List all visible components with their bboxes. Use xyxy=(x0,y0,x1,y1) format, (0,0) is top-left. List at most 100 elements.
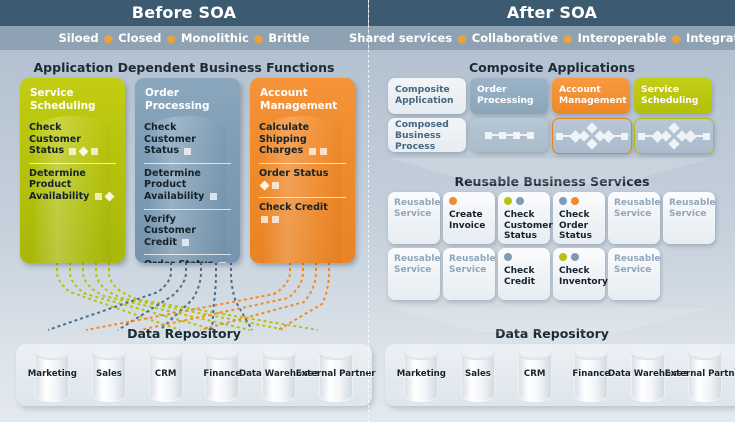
database-marketing[interactable]: Marketing xyxy=(396,348,446,402)
tagline-word: Monolithic xyxy=(181,31,249,45)
database-label: Marketing xyxy=(396,369,446,380)
right-repository-title: Data Repository xyxy=(495,326,609,341)
database-external-partner[interactable]: External Partner xyxy=(665,348,735,402)
reusable-service-placeholder[interactable]: Reusable Service xyxy=(608,192,661,244)
service-create-invoice[interactable]: Create Invoice xyxy=(443,192,495,244)
database-icon xyxy=(35,348,70,402)
database-label: Sales xyxy=(465,369,491,380)
composite-app-account-management[interactable]: Account Management xyxy=(552,78,630,114)
tagline-word: Interoperable xyxy=(577,31,667,45)
database-icon xyxy=(261,348,296,402)
after-soa-titlebar: After SOA xyxy=(369,0,735,26)
reusable-service-placeholder[interactable]: Reusable Service xyxy=(388,192,441,244)
composite-row-label-process: Composed Business Process xyxy=(388,118,466,152)
process-flow-account-management[interactable] xyxy=(552,118,632,154)
service-label: Reusable Service xyxy=(394,198,441,219)
composite-app-order-processing[interactable]: Order Processing xyxy=(470,78,548,114)
app-function-item[interactable]: Calculate Shipping Charges xyxy=(259,118,346,163)
database-label: Data Warehouse xyxy=(607,369,688,380)
function-glyphs xyxy=(208,192,219,204)
composite-app-service-scheduling[interactable]: Service Scheduling xyxy=(634,78,712,114)
service-check-order-status[interactable]: Check Order Status xyxy=(553,192,605,244)
service-label: Check Credit xyxy=(504,266,535,287)
service-consumer-dots xyxy=(559,253,579,261)
database-icon xyxy=(148,348,183,402)
service-label: Reusable Service xyxy=(669,198,716,219)
app-card-order-processing[interactable]: Order Processing Check Customer Status D… xyxy=(135,78,240,263)
composite-applications-title: Composite Applications xyxy=(468,60,636,75)
reusable-service-placeholder[interactable]: Reusable Service xyxy=(388,248,441,300)
function-label: Order Status xyxy=(259,167,329,179)
app-function-item[interactable]: Determine Product Availability xyxy=(29,162,116,209)
database-crm[interactable]: CRM xyxy=(513,348,557,402)
service-check-customer-status[interactable]: Check Customer Status xyxy=(498,192,553,244)
composite-row-label-application: Composite Application xyxy=(388,78,466,114)
app-function-item[interactable]: Determine Product Availability xyxy=(144,162,231,209)
database-finance[interactable]: Finance xyxy=(569,348,613,402)
function-label: Order Status xyxy=(144,259,213,263)
before-soa-title: Before SOA xyxy=(131,3,237,22)
process-flow-service-scheduling[interactable] xyxy=(634,118,714,154)
database-sales[interactable]: Sales xyxy=(456,348,500,402)
database-icon xyxy=(687,348,722,402)
function-label: Check Customer Status xyxy=(144,122,196,157)
reusable-service-placeholder[interactable]: Reusable Service xyxy=(663,192,716,244)
flow-linear-icon xyxy=(484,131,534,139)
tagline-word: Shared services xyxy=(348,31,453,45)
function-glyphs xyxy=(180,238,191,250)
app-function-item[interactable]: Order Status xyxy=(144,254,231,263)
tagline-word: Integrated xyxy=(686,31,735,45)
service-label: Check Customer Status xyxy=(504,210,553,241)
database-label: CRM xyxy=(154,369,177,380)
function-label: Calculate Shipping Charges xyxy=(259,122,310,157)
app-card-service-scheduling[interactable]: Service Scheduling Check Customer Status… xyxy=(20,78,125,263)
database-icon xyxy=(630,348,665,402)
function-glyphs xyxy=(217,260,228,263)
service-check-credit[interactable]: Check Credit xyxy=(498,248,550,300)
tagline-separator-icon: ● xyxy=(166,31,176,45)
before-soa-tagline-bar: Siloed ● Closed ● Monolithic ● Brittle xyxy=(0,26,368,50)
reusable-service-placeholder[interactable]: Reusable Service xyxy=(608,248,661,300)
reusable-service-placeholder[interactable]: Reusable Service xyxy=(443,248,496,300)
app-card-account-management[interactable]: Account Management Calculate Shipping Ch… xyxy=(250,78,355,263)
function-label: Determine Product Availability xyxy=(144,167,205,202)
database-label: External Partner xyxy=(295,369,376,380)
app-function-item[interactable]: Check Customer Status xyxy=(144,118,231,163)
panel-divider xyxy=(368,0,369,422)
consumer-dot-orange xyxy=(571,197,579,205)
service-label: Check Order Status xyxy=(559,210,592,241)
service-consumer-dots xyxy=(504,197,524,205)
function-label: Verify Customer Credit xyxy=(144,213,196,248)
database-data-warehouse[interactable]: Data Warehouse xyxy=(608,348,688,402)
app-function-item[interactable]: Check Customer Status xyxy=(29,118,116,163)
app-function-list: Check Customer Status Determine Product … xyxy=(135,112,240,263)
app-function-list: Check Customer Status Determine Product … xyxy=(20,112,125,209)
after-soa-title: After SOA xyxy=(506,3,598,22)
database-crm[interactable]: CRM xyxy=(144,348,188,402)
left-section-title: Application Dependent Business Functions xyxy=(33,60,335,75)
service-label: Reusable Service xyxy=(449,254,496,275)
function-glyphs xyxy=(67,146,100,158)
database-finance[interactable]: Finance xyxy=(200,348,244,402)
tagline-separator-icon: ● xyxy=(671,31,682,45)
database-marketing[interactable]: Marketing xyxy=(28,348,77,402)
tagline-separator-icon: ● xyxy=(457,31,467,45)
after-soa-tagline-bar: Shared services ● Collaborative ● Intero… xyxy=(349,26,735,50)
database-sales[interactable]: Sales xyxy=(87,348,131,402)
before-soa-titlebar: Before SOA xyxy=(0,0,368,26)
database-icon xyxy=(318,348,353,402)
app-function-item[interactable]: Check Credit xyxy=(259,196,346,231)
app-function-item[interactable]: Verify Customer Credit xyxy=(144,208,231,255)
function-label: Check Customer Status xyxy=(29,122,81,157)
service-label: Reusable Service xyxy=(614,254,661,275)
tagline-word: Closed xyxy=(118,31,162,45)
service-consumer-dots xyxy=(504,253,512,261)
database-data-warehouse[interactable]: Data Warehouse xyxy=(239,348,319,402)
database-external-partner[interactable]: External Partner xyxy=(296,348,376,402)
service-check-inventory[interactable]: Check Inventory xyxy=(553,248,608,300)
service-label: Check Inventory xyxy=(559,266,608,287)
app-function-item[interactable]: Order Status xyxy=(259,162,346,197)
process-flow-order-processing[interactable] xyxy=(470,118,548,152)
tagline-separator-icon: ● xyxy=(253,31,264,45)
